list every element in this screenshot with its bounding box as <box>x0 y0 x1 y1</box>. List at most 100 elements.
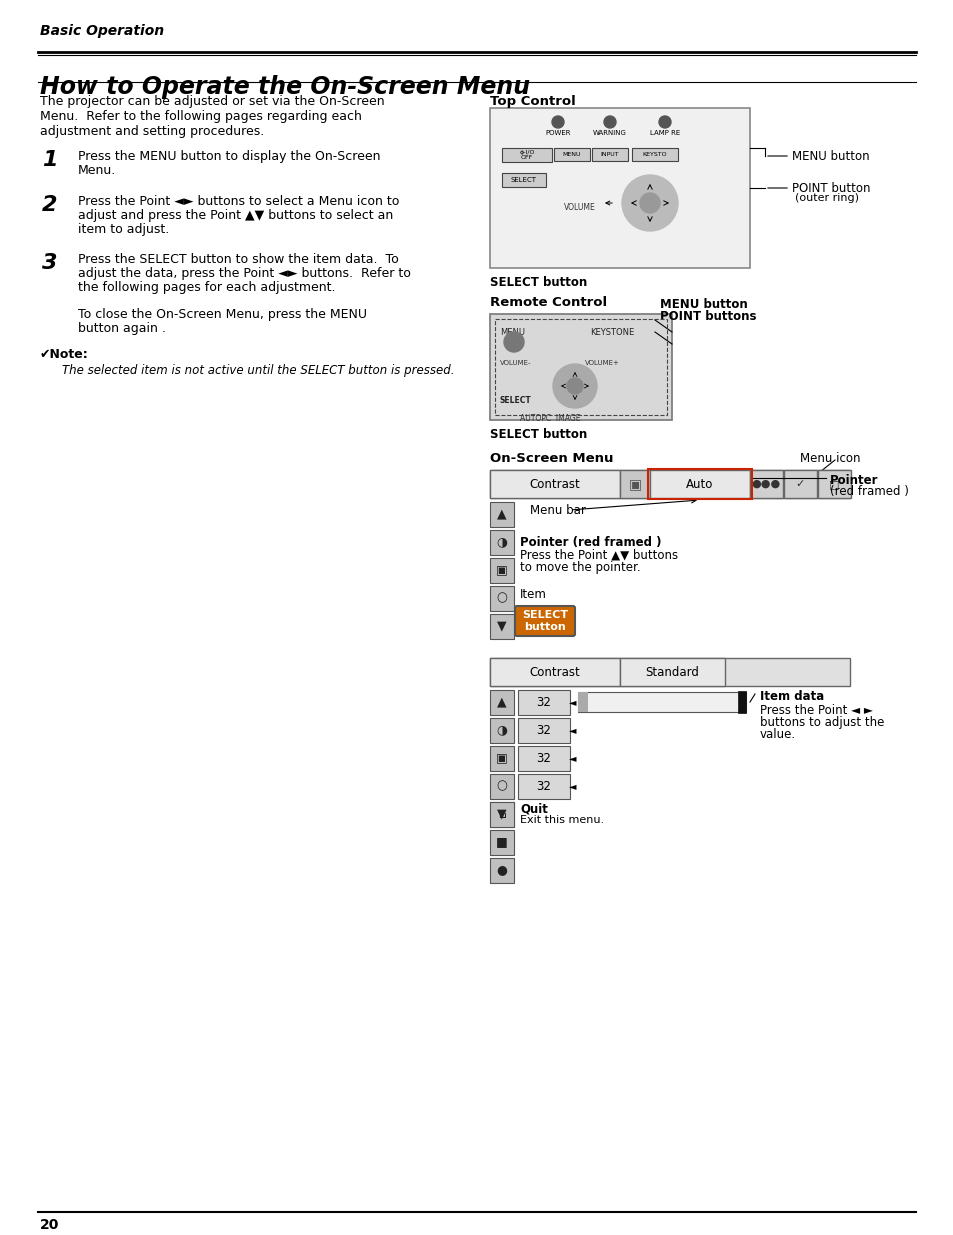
Text: Menu bar: Menu bar <box>530 504 585 517</box>
Text: How to Operate the On-Screen Menu: How to Operate the On-Screen Menu <box>40 75 530 99</box>
Circle shape <box>659 116 670 128</box>
Bar <box>501 148 552 162</box>
Bar <box>578 692 587 713</box>
Text: KEYSTONE: KEYSTONE <box>589 329 634 337</box>
Text: ✓: ✓ <box>795 479 803 489</box>
Text: Contrast: Contrast <box>529 478 579 490</box>
Text: The selected item is not active until the SELECT button is pressed.: The selected item is not active until th… <box>62 364 454 377</box>
Text: ⌂: ⌂ <box>497 808 505 820</box>
Bar <box>554 148 589 161</box>
Bar <box>631 148 678 161</box>
Bar <box>490 614 514 638</box>
Bar <box>490 530 514 555</box>
Bar <box>490 830 514 855</box>
Text: Press the Point ▲▼ buttons: Press the Point ▲▼ buttons <box>519 550 678 562</box>
Text: On-Screen Menu: On-Screen Menu <box>490 452 613 466</box>
Text: Top Control: Top Control <box>490 95 576 107</box>
Bar <box>490 658 849 685</box>
Bar <box>517 718 569 743</box>
Text: ϕ-I/O
OFF: ϕ-I/O OFF <box>518 149 535 161</box>
Text: Menu.  Refer to the following pages regarding each: Menu. Refer to the following pages regar… <box>40 110 361 124</box>
Bar <box>490 690 514 715</box>
Text: KEYSTO: KEYSTO <box>642 152 666 157</box>
Text: ▼: ▼ <box>497 808 506 820</box>
Circle shape <box>621 175 678 231</box>
Text: SELECT button: SELECT button <box>490 275 587 289</box>
Text: SELECT button: SELECT button <box>490 429 587 441</box>
Bar <box>619 658 724 685</box>
Text: ◄: ◄ <box>569 781 577 790</box>
Text: Basic Operation: Basic Operation <box>40 23 164 38</box>
Circle shape <box>566 378 582 394</box>
Text: adjust and press the Point ▲▼ buttons to select an: adjust and press the Point ▲▼ buttons to… <box>78 209 393 222</box>
Text: ◄: ◄ <box>569 753 577 763</box>
Bar <box>490 314 671 420</box>
Text: the following pages for each adjustment.: the following pages for each adjustment. <box>78 282 335 294</box>
Text: ▼: ▼ <box>497 620 506 632</box>
Text: (red framed ): (red framed ) <box>829 485 908 498</box>
Text: AUTOPC  IMAGE: AUTOPC IMAGE <box>519 414 579 424</box>
Text: item to adjust.: item to adjust. <box>78 224 169 236</box>
Bar <box>490 558 514 583</box>
Text: WARNING: WARNING <box>593 130 626 136</box>
Text: VOLUME+: VOLUME+ <box>584 359 619 366</box>
Bar <box>592 148 627 161</box>
Text: adjustment and setting procedures.: adjustment and setting procedures. <box>40 125 264 138</box>
Text: ●●●: ●●● <box>751 479 780 489</box>
Text: ▲: ▲ <box>497 508 506 520</box>
Text: value.: value. <box>760 727 796 741</box>
Text: MENU: MENU <box>562 152 580 157</box>
Bar <box>783 471 816 498</box>
Circle shape <box>603 116 616 128</box>
Bar <box>738 692 745 713</box>
Bar <box>490 774 514 799</box>
Text: 20: 20 <box>40 1218 59 1233</box>
Bar <box>490 501 514 527</box>
Text: adjust the data, press the Point ◄► buttons.  Refer to: adjust the data, press the Point ◄► butt… <box>78 267 411 280</box>
Text: POINT buttons: POINT buttons <box>659 310 756 324</box>
Bar <box>490 718 514 743</box>
Bar <box>517 774 569 799</box>
Bar <box>517 746 569 771</box>
Text: 32: 32 <box>536 752 551 764</box>
Bar <box>619 471 649 498</box>
Text: ■: ■ <box>496 836 507 848</box>
Text: ◑: ◑ <box>497 536 507 548</box>
Text: ✔Note:: ✔Note: <box>40 348 89 361</box>
Bar <box>490 585 514 611</box>
Circle shape <box>553 364 597 408</box>
Text: Press the Point ◄► buttons to select a Menu icon to: Press the Point ◄► buttons to select a M… <box>78 195 399 207</box>
Text: POWER: POWER <box>545 130 570 136</box>
Circle shape <box>639 193 659 212</box>
Text: Exit this menu.: Exit this menu. <box>519 815 603 825</box>
Text: ◄: ◄ <box>569 725 577 735</box>
Text: Press the MENU button to display the On-Screen: Press the MENU button to display the On-… <box>78 149 380 163</box>
Bar <box>490 802 514 827</box>
Text: INPUT: INPUT <box>600 152 618 157</box>
Text: 3: 3 <box>42 253 57 273</box>
Bar <box>490 471 619 498</box>
Circle shape <box>503 332 523 352</box>
Text: Press the Point ◄ ►: Press the Point ◄ ► <box>760 704 872 718</box>
Text: ▣: ▣ <box>496 752 507 764</box>
Bar <box>749 471 782 498</box>
Bar <box>647 469 751 499</box>
Bar <box>517 690 569 715</box>
Text: SELECT
button: SELECT button <box>521 610 567 632</box>
Bar <box>490 858 514 883</box>
Bar <box>817 471 850 498</box>
Text: Remote Control: Remote Control <box>490 296 606 309</box>
Bar <box>490 107 749 268</box>
Text: Item: Item <box>519 588 546 601</box>
Text: ▣: ▣ <box>496 563 507 577</box>
Bar <box>490 802 514 827</box>
Text: VOLUME: VOLUME <box>563 204 596 212</box>
Text: to move the pointer.: to move the pointer. <box>519 561 640 574</box>
Text: Menu icon: Menu icon <box>800 452 860 466</box>
Bar <box>501 173 545 186</box>
Text: ▣: ▣ <box>628 477 640 492</box>
Text: The projector can be adjusted or set via the On-Screen: The projector can be adjusted or set via… <box>40 95 384 107</box>
Text: 2: 2 <box>42 195 57 215</box>
Text: Contrast: Contrast <box>529 666 579 678</box>
Bar <box>490 471 849 498</box>
